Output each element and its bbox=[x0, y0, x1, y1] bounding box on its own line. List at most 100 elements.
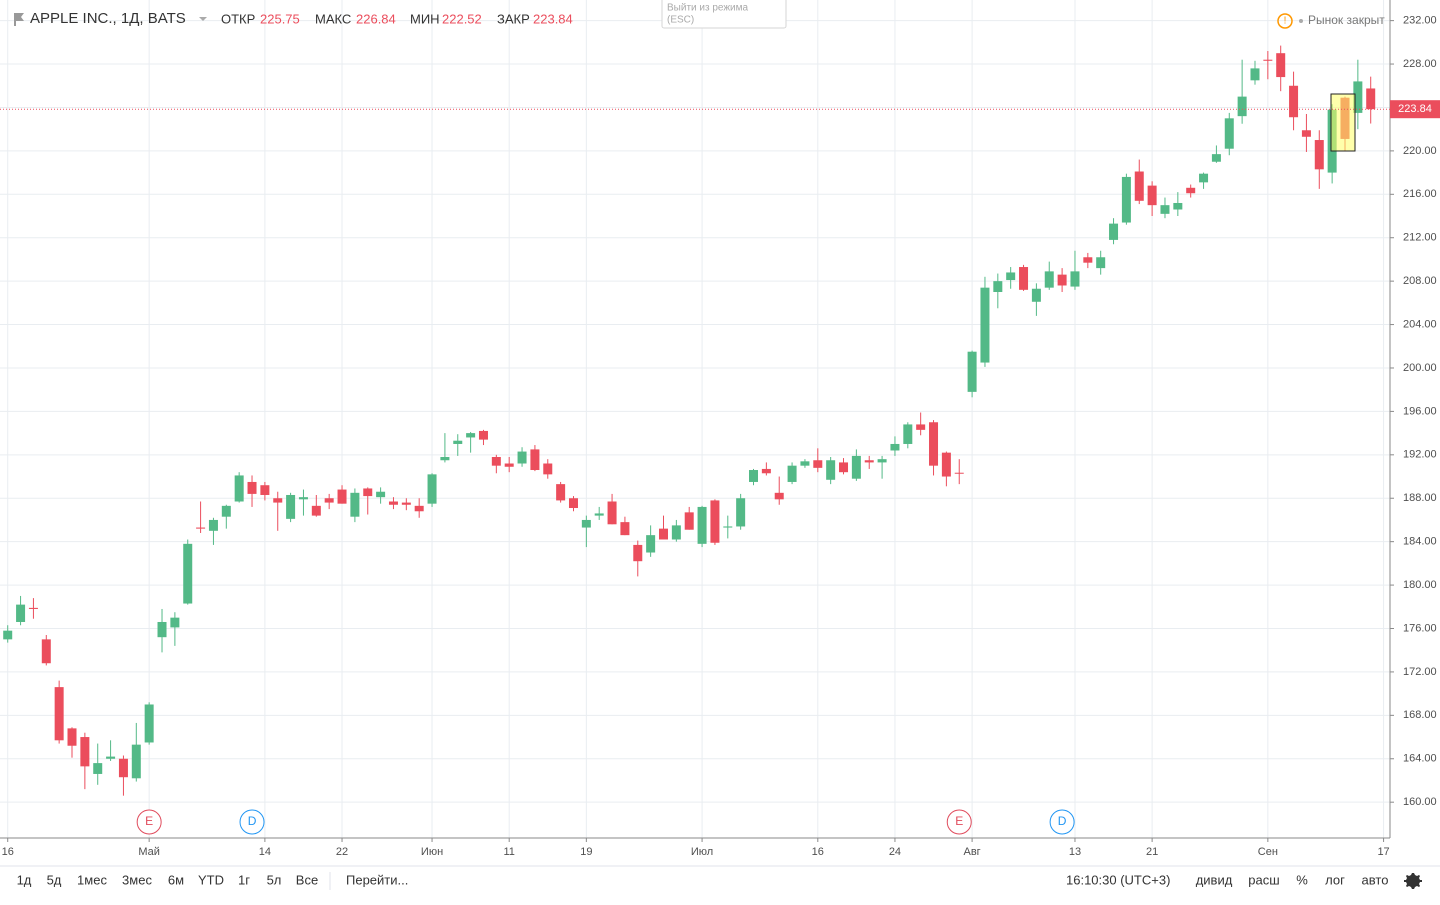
candle-body bbox=[658, 528, 668, 540]
event-label[interactable]: D bbox=[1058, 814, 1067, 828]
toolbar: 1д 5д 1мес 3мес 6м YTD 1г 5л Все Перейти... 16:10:… bbox=[17, 872, 1389, 890]
candle-body bbox=[208, 519, 218, 531]
range-button[interactable]: 3мес bbox=[122, 872, 152, 887]
candle-body bbox=[556, 484, 566, 501]
high-label: МАКС bbox=[315, 11, 351, 26]
x-tick-label: 22 bbox=[336, 846, 348, 858]
x-tick-label: Сен bbox=[1258, 846, 1278, 858]
candle-body bbox=[67, 728, 77, 746]
candle-body bbox=[183, 543, 193, 604]
tooltip bbox=[661, 0, 787, 29]
range-button[interactable]: 5д bbox=[47, 872, 62, 887]
event-marker bbox=[946, 809, 972, 835]
tooltip-line: (ESC) bbox=[667, 15, 694, 26]
candle-body bbox=[633, 544, 643, 562]
range-button[interactable]: Все bbox=[296, 872, 318, 887]
x-tick-label: Июл bbox=[691, 846, 713, 858]
range-button[interactable]: 1г bbox=[238, 872, 250, 887]
goto-button[interactable]: Перейти... bbox=[346, 872, 408, 887]
candle-body bbox=[671, 525, 681, 540]
candle-body bbox=[839, 462, 849, 473]
candle-body bbox=[1044, 271, 1054, 288]
candle-body bbox=[1083, 257, 1093, 263]
x-tick-label: 17 bbox=[1377, 846, 1389, 858]
last-price-box bbox=[1390, 100, 1440, 119]
x-tick-label: Авг bbox=[963, 846, 980, 858]
open-label: ОТКР bbox=[221, 11, 255, 26]
candle-body bbox=[607, 501, 617, 525]
flag-icon[interactable] bbox=[14, 13, 24, 26]
candle-body bbox=[710, 500, 720, 543]
x-tick-label: 13 bbox=[1069, 846, 1081, 858]
low-value: 222.52 bbox=[442, 11, 482, 26]
candle-body bbox=[749, 470, 759, 482]
toggle-button[interactable]: расш bbox=[1248, 872, 1279, 887]
toggle-button[interactable]: авто bbox=[1362, 872, 1389, 887]
candle-body bbox=[787, 465, 797, 482]
candle-body bbox=[1301, 130, 1311, 137]
candle-body bbox=[1006, 272, 1016, 281]
candle-body bbox=[80, 737, 90, 767]
event-marker bbox=[136, 809, 162, 835]
toggle-button[interactable]: дивид bbox=[1196, 872, 1233, 887]
candle-body bbox=[28, 607, 38, 609]
range-button[interactable]: 1д bbox=[17, 872, 32, 887]
candle-body bbox=[16, 604, 26, 622]
toggle-button[interactable]: лог bbox=[1325, 872, 1345, 887]
event-label[interactable]: E bbox=[145, 814, 153, 828]
candle-body bbox=[1109, 223, 1119, 240]
candle-body bbox=[967, 351, 977, 392]
toggle-button[interactable]: % bbox=[1296, 872, 1308, 887]
candle-body bbox=[414, 505, 424, 512]
candle-body bbox=[157, 621, 167, 638]
candle-body bbox=[1070, 271, 1080, 287]
candle-body bbox=[363, 488, 373, 497]
tooltip-line: Выйти из режима bbox=[667, 3, 748, 14]
candle-body bbox=[54, 687, 64, 741]
candle-body bbox=[221, 505, 231, 517]
candle-body bbox=[273, 498, 283, 503]
candle-body bbox=[1353, 81, 1363, 113]
candle-body bbox=[324, 498, 334, 503]
candle-body bbox=[1186, 187, 1196, 194]
candle-body bbox=[106, 756, 116, 759]
candle-body bbox=[478, 430, 488, 440]
range-button[interactable]: 1мес bbox=[77, 872, 107, 887]
x-tick-label: 24 bbox=[889, 846, 901, 858]
candle-body bbox=[1199, 173, 1209, 183]
y-tick-label: 172.00 bbox=[1403, 666, 1437, 678]
candle-body bbox=[440, 456, 450, 461]
event-label[interactable]: E bbox=[955, 814, 963, 828]
y-tick-label: 228.00 bbox=[1403, 58, 1437, 70]
candle-body bbox=[1173, 202, 1183, 210]
x-tick-label: Май bbox=[138, 846, 160, 858]
caret[interactable] bbox=[199, 17, 207, 21]
candle-body bbox=[118, 758, 128, 778]
candle-body bbox=[401, 502, 411, 505]
range-button[interactable]: 6м bbox=[168, 872, 184, 887]
range-button[interactable]: 5л bbox=[267, 872, 282, 887]
y-tick-label: 164.00 bbox=[1403, 753, 1437, 765]
event-marker bbox=[1049, 809, 1075, 835]
y-tick-label: 200.00 bbox=[1403, 362, 1437, 374]
event-marker bbox=[239, 809, 265, 835]
candle-body bbox=[800, 461, 810, 466]
candle-body bbox=[453, 440, 463, 444]
candle-body bbox=[954, 472, 964, 474]
high-value: 226.84 bbox=[356, 11, 396, 26]
candle-body bbox=[298, 497, 308, 500]
candle-body bbox=[311, 505, 321, 516]
candle-body bbox=[530, 449, 540, 471]
market-status: Рынок закрыт bbox=[1308, 13, 1385, 27]
symbol-title[interactable]: APPLE INC., 1Д, BATS bbox=[30, 10, 186, 27]
y-tick-label: 192.00 bbox=[1403, 449, 1437, 461]
event-label[interactable]: D bbox=[248, 814, 257, 828]
y-tick-label: 212.00 bbox=[1403, 232, 1437, 244]
settings-icon[interactable] bbox=[1404, 873, 1422, 889]
y-tick-label: 168.00 bbox=[1403, 709, 1437, 721]
range-button[interactable]: YTD bbox=[198, 872, 224, 887]
x-tick-label: 11 bbox=[503, 846, 514, 858]
y-tick-label: 208.00 bbox=[1403, 275, 1437, 287]
x-tick-label: 16 bbox=[812, 846, 824, 858]
